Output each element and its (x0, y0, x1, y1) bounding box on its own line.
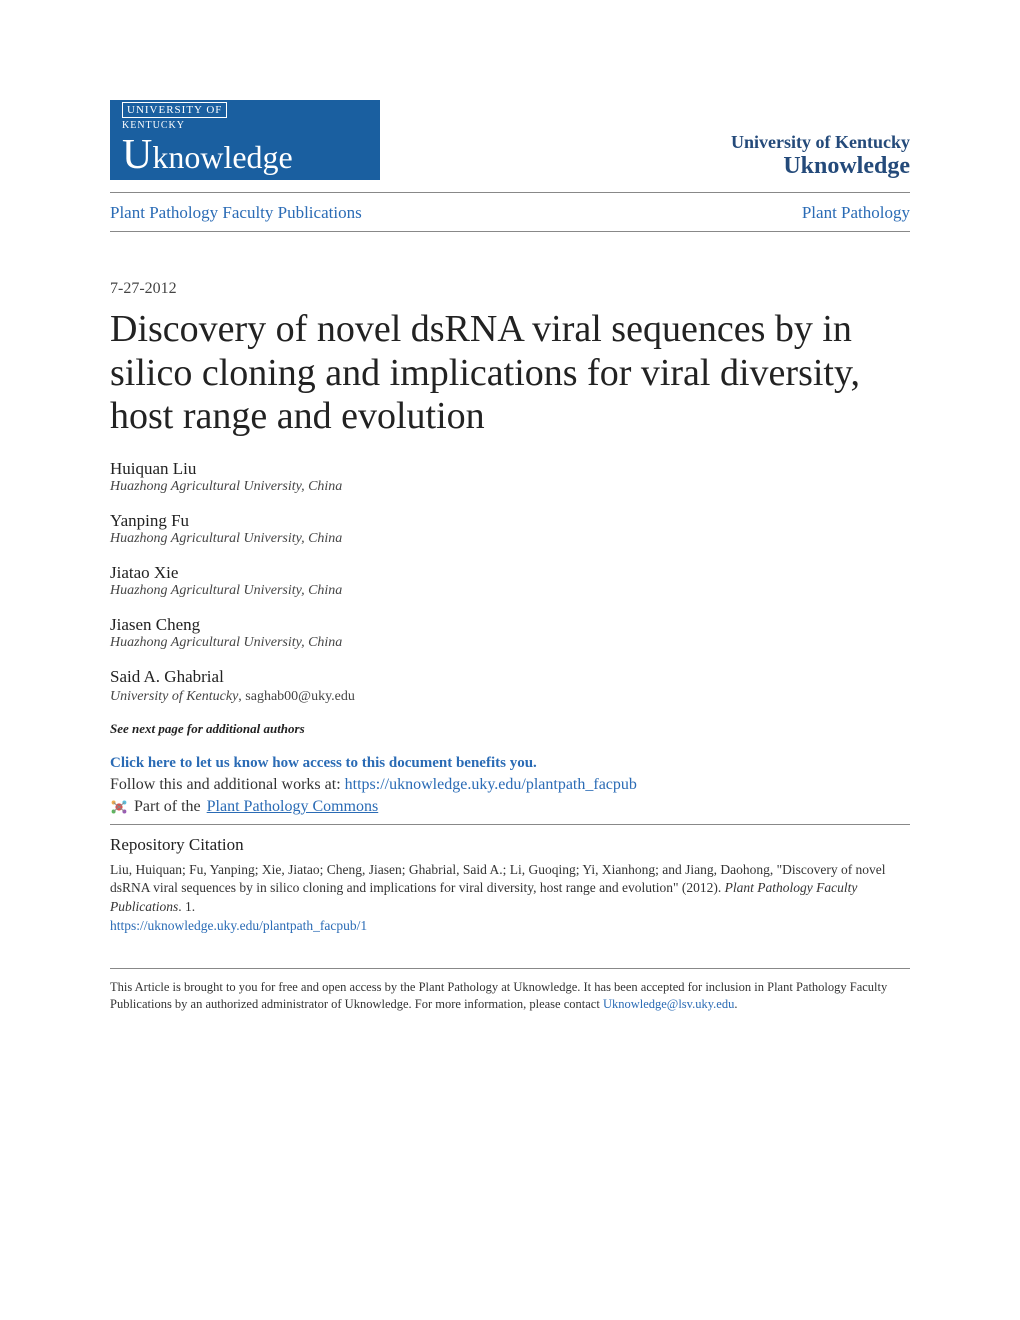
author-affiliation: Huazhong Agricultural University, China (110, 583, 910, 599)
follow-url-link[interactable]: https://uknowledge.uky.edu/plantpath_fac… (345, 776, 637, 793)
benefits-link[interactable]: Click here to let us know how access to … (110, 755, 910, 772)
author-block-1: Yanping Fu Huazhong Agricultural Univers… (110, 511, 910, 547)
author-affiliation: Huazhong Agricultural University, China (110, 531, 910, 547)
author-affiliation: University of Kentucky (110, 689, 238, 704)
network-icon (110, 798, 128, 816)
header-right: University of Kentucky Uknowledge (731, 132, 910, 180)
partof-prefix: Part of the (134, 798, 201, 816)
author-name: Huiquan Liu (110, 459, 910, 479)
divider-citation-top (110, 824, 910, 825)
logo-main-text: Uknowledge (122, 131, 368, 179)
footer-prefix: This Article is brought to you for free … (110, 980, 887, 1011)
author-email: saghab00@uky.edu (245, 689, 355, 704)
header-row: UNIVERSITY OF KENTUCKY Uknowledge Univer… (110, 100, 910, 180)
logo[interactable]: UNIVERSITY OF KENTUCKY Uknowledge (110, 100, 380, 180)
author-affiliation: Huazhong Agricultural University, China (110, 479, 910, 495)
brand-link[interactable]: Uknowledge (731, 153, 910, 180)
part-of-line: Part of the Plant Pathology Commons (110, 798, 910, 816)
article-title: Discovery of novel dsRNA viral sequences… (110, 308, 910, 439)
citation-suffix: . 1. (178, 899, 195, 914)
breadcrumb-left-link[interactable]: Plant Pathology Faculty Publications (110, 203, 362, 223)
citation-heading: Repository Citation (110, 835, 910, 855)
author-affiliation: Huazhong Agricultural University, China (110, 635, 910, 651)
university-name: University of Kentucky (731, 132, 910, 153)
follow-line: Follow this and additional works at: htt… (110, 776, 910, 794)
footer-email-link[interactable]: Uknowledge@lsv.uky.edu (603, 997, 734, 1011)
footer-suffix: . (734, 997, 737, 1011)
author-name: Jiatao Xie (110, 563, 910, 583)
publication-date: 7-27-2012 (110, 280, 910, 298)
footer-text: This Article is brought to you for free … (110, 979, 910, 1013)
author-name: Said A. Ghabrial (110, 667, 910, 687)
see-next-page-note: See next page for additional authors (110, 721, 910, 737)
logo-mid-text: KENTUCKY (122, 120, 368, 131)
citation-url-link[interactable]: https://uknowledge.uky.edu/plantpath_fac… (110, 918, 910, 934)
follow-prefix: Follow this and additional works at: (110, 776, 345, 793)
author-block-0: Huiquan Liu Huazhong Agricultural Univer… (110, 459, 910, 495)
divider-breadcrumb (110, 231, 910, 232)
author-block-4: Said A. Ghabrial University of Kentucky,… (110, 667, 910, 705)
divider-top (110, 192, 910, 193)
partof-commons-link[interactable]: Plant Pathology Commons (207, 798, 379, 816)
breadcrumb-right-link[interactable]: Plant Pathology (802, 203, 910, 223)
author-name: Jiasen Cheng (110, 615, 910, 635)
logo-top-text: UNIVERSITY OF (122, 102, 227, 118)
author-block-2: Jiatao Xie Huazhong Agricultural Univers… (110, 563, 910, 599)
divider-footer (110, 968, 910, 969)
author-name: Yanping Fu (110, 511, 910, 531)
author-block-3: Jiasen Cheng Huazhong Agricultural Unive… (110, 615, 910, 651)
citation-body: Liu, Huiquan; Fu, Yanping; Xie, Jiatao; … (110, 861, 910, 916)
breadcrumb: Plant Pathology Faculty Publications Pla… (110, 203, 910, 223)
